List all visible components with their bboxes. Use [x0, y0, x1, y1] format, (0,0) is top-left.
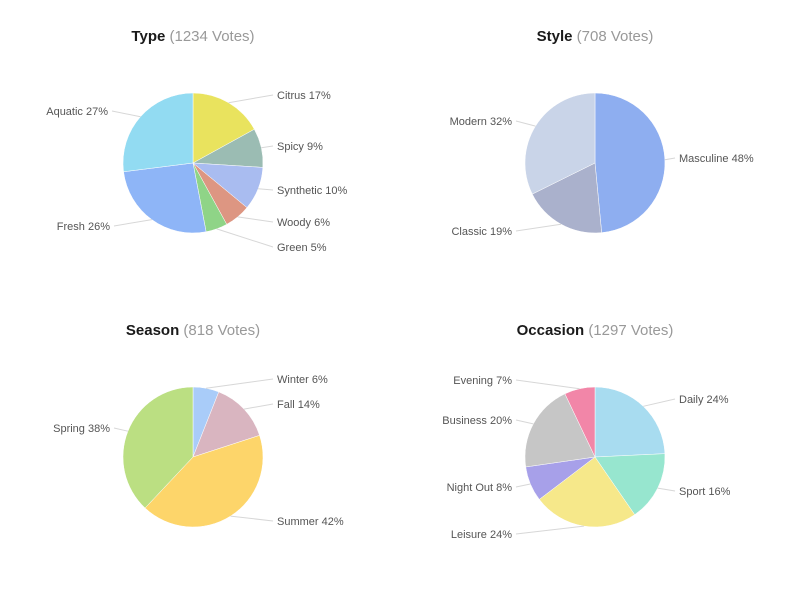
type-leader-5: [216, 228, 274, 248]
season-leader-4: [113, 427, 129, 432]
occasion-leader-4: [515, 483, 531, 488]
type-leader-7: [111, 110, 141, 118]
style-pie: [524, 92, 666, 234]
style-title: Style: [536, 28, 573, 45]
occasion-slice-2[interactable]: [594, 453, 666, 516]
occasion-slice-1[interactable]: [594, 386, 666, 458]
season-chart-title: Season (818 Votes): [93, 322, 293, 339]
season-slice-4[interactable]: [122, 386, 194, 509]
occasion-slice-6[interactable]: [564, 386, 596, 458]
type-label-7: Aquatic 27%: [46, 106, 108, 118]
season-leader-2: [243, 403, 274, 410]
occasion-label-4: Night Out 8%: [447, 482, 513, 494]
style-leader-1: [664, 157, 676, 161]
style-leader-2: [515, 223, 562, 232]
season-title: Season: [125, 322, 180, 339]
type-leader-3: [258, 188, 274, 191]
type-label-6: Fresh 26%: [57, 221, 110, 233]
occasion-votes: (1297 Votes): [588, 322, 674, 339]
occasion-chart-title: Occasion (1297 Votes): [495, 322, 695, 339]
occasion-leader-2: [657, 487, 676, 492]
type-pie: [122, 92, 264, 234]
occasion-leader-6: [515, 379, 580, 390]
season-leader-1: [206, 378, 274, 389]
season-votes: (818 Votes): [183, 322, 261, 339]
occasion-slice-5[interactable]: [524, 393, 596, 468]
type-chart-title: Type (1234 Votes): [93, 28, 293, 45]
style-chart-title: Style (708 Votes): [495, 28, 695, 45]
type-slice-1[interactable]: [192, 92, 255, 164]
occasion-label-1: Daily 24%: [679, 394, 729, 406]
occasion-label-6: Evening 7%: [453, 375, 512, 387]
type-title: Type: [131, 28, 166, 45]
season-label-2: Fall 14%: [277, 399, 320, 411]
type-label-4: Woody 6%: [277, 217, 330, 229]
type-label-2: Spicy 9%: [277, 141, 323, 153]
type-label-5: Green 5%: [277, 242, 327, 254]
season-label-3: Summer 42%: [277, 516, 344, 528]
type-slice-6[interactable]: [123, 162, 207, 234]
season-label-4: Spring 38%: [53, 423, 110, 435]
occasion-leader-3: [515, 525, 584, 535]
type-leader-6: [113, 219, 152, 227]
style-slice-3[interactable]: [524, 92, 596, 195]
occasion-label-5: Business 20%: [442, 415, 512, 427]
style-votes: (708 Votes): [576, 28, 654, 45]
season-leader-3: [230, 515, 274, 522]
style-slice-2[interactable]: [531, 162, 602, 234]
type-votes: (1234 Votes): [169, 28, 255, 45]
occasion-leader-5: [515, 419, 534, 425]
style-leader-3: [515, 120, 536, 127]
type-leader-2: [261, 145, 274, 149]
occasion-title: Occasion: [516, 322, 585, 339]
season-label-1: Winter 6%: [277, 374, 328, 386]
type-slice-7[interactable]: [122, 92, 194, 173]
style-label-1: Masculine 48%: [679, 153, 754, 165]
style-slice-1[interactable]: [594, 92, 666, 233]
type-leader-1: [228, 94, 274, 104]
occasion-label-2: Sport 16%: [679, 486, 731, 498]
season-pie: [122, 386, 264, 528]
occasion-slice-3[interactable]: [538, 456, 636, 528]
occasion-pie: [524, 386, 666, 528]
type-label-3: Synthetic 10%: [277, 185, 348, 197]
type-leader-4: [237, 216, 274, 223]
type-label-1: Citrus 17%: [277, 90, 331, 102]
season-slice-3[interactable]: [144, 435, 264, 528]
style-label-2: Classic 19%: [451, 226, 512, 238]
occasion-label-3: Leisure 24%: [451, 529, 512, 541]
style-label-3: Modern 32%: [450, 116, 513, 128]
occasion-leader-1: [643, 398, 676, 407]
